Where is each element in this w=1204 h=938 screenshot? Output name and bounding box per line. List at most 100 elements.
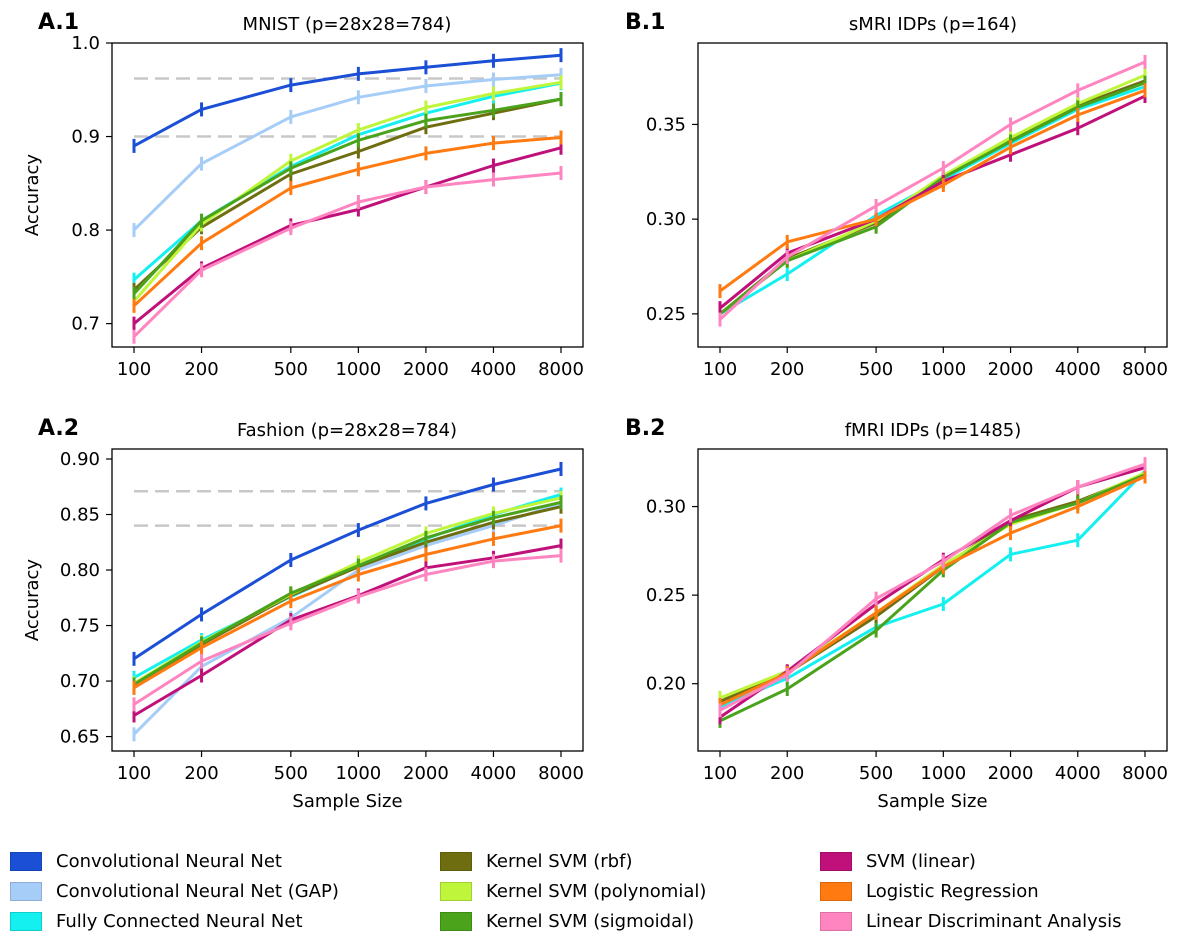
panel-a-1: A.1 MNIST (p=28x28=784) 100 200 500 1000 2000 4…	[22, 10, 584, 380]
series-line	[132, 171, 562, 338]
y-tick-label: 0.65	[60, 727, 100, 748]
x-tick-label: 2000	[988, 359, 1034, 380]
y-tick-label: 1.0	[71, 33, 100, 54]
series-line	[132, 136, 562, 307]
x-tick-label: 200	[184, 763, 218, 784]
x-axis-label: Sample Size	[292, 791, 402, 812]
x-tick-label: 2000	[988, 763, 1034, 784]
legend-label: Convolutional Neural Net (GAP)	[56, 880, 339, 902]
y-tick-label: 0.90	[60, 449, 100, 470]
x-tick-label: 100	[117, 763, 151, 784]
x-tick-label: 500	[859, 763, 893, 784]
series-line	[719, 81, 1146, 316]
x-tick-label: 500	[274, 763, 308, 784]
x-tick-label: 2000	[403, 763, 449, 784]
legend-label: Kernel SVM (polynomial)	[486, 880, 707, 902]
x-tick-label: 4000	[1055, 359, 1101, 380]
x-tick-label: 100	[703, 763, 737, 784]
panel-b-2: B.2 fMRI IDPs (p=1485) 100 200 500 1000 2000 40…	[625, 416, 1168, 812]
legend-item: Kernel SVM (polynomial)	[440, 878, 706, 904]
chart-title: MNIST (p=28x28=784)	[243, 14, 452, 35]
x-tick-label: 1000	[335, 763, 381, 784]
series-line	[132, 97, 562, 295]
chart-title: fMRI IDPs (p=1485)	[845, 420, 1022, 441]
x-tick-label: 8000	[538, 763, 584, 784]
x-tick-label: 200	[184, 359, 218, 380]
legend-item: Fully Connected Neural Net	[10, 908, 303, 934]
series-line	[132, 97, 562, 291]
figure-canvas: A.1 MNIST (p=28x28=784) 100 200 500 1000 2000 4…	[22, 10, 1168, 812]
y-tick-label: 0.8	[71, 220, 100, 241]
x-tick-label: 200	[770, 763, 804, 784]
x-tick-label: 4000	[471, 763, 517, 784]
x-tick-label: 1000	[920, 763, 966, 784]
plot-frame	[697, 448, 1168, 752]
legend-swatch	[10, 911, 42, 931]
legend-swatch	[440, 851, 472, 871]
x-tick-label: 200	[770, 359, 804, 380]
legend-swatch	[10, 851, 42, 871]
y-tick-label: 0.7	[71, 314, 100, 335]
legend-swatch	[10, 881, 42, 901]
chart-title: sMRI IDPs (p=164)	[849, 14, 1017, 35]
legend-item: Logistic Regression	[820, 878, 1039, 904]
x-tick-label: 500	[274, 359, 308, 380]
x-tick-label: 1000	[920, 359, 966, 380]
panel-label: B.1	[625, 10, 665, 35]
legend-item: Convolutional Neural Net	[10, 848, 282, 874]
series-line	[719, 73, 1146, 316]
legend-item: Kernel SVM (rbf)	[440, 848, 632, 874]
legend-label: Fully Connected Neural Net	[56, 910, 303, 932]
legend-item: Linear Discriminant Analysis	[820, 908, 1122, 934]
series-line	[719, 473, 1146, 723]
plot-frame	[111, 42, 584, 348]
legend-item: Kernel SVM (sigmoidal)	[440, 908, 694, 934]
panel-label: A.2	[38, 416, 79, 441]
y-tick-label: 0.70	[60, 671, 100, 692]
series-line	[719, 79, 1146, 316]
x-tick-label: 4000	[471, 359, 517, 380]
x-tick-label: 8000	[1122, 763, 1168, 784]
x-axis-label: Sample Size	[877, 791, 987, 812]
legend-label: Kernel SVM (rbf)	[486, 850, 633, 872]
chart-title: Fashion (p=28x28=784)	[237, 420, 457, 441]
plot-frame	[111, 448, 584, 752]
series-line	[133, 467, 562, 661]
series-line	[132, 80, 562, 303]
panel-label: B.2	[625, 416, 665, 441]
plot-frame	[697, 42, 1168, 348]
y-tick-label: 0.80	[60, 560, 100, 581]
legend-item: Convolutional Neural Net (GAP)	[10, 878, 339, 904]
series-line	[719, 473, 1146, 703]
legend-swatch	[820, 851, 852, 871]
y-tick-label: 0.20	[646, 674, 686, 695]
y-axis-label: Accuracy	[22, 559, 43, 642]
x-tick-label: 2000	[403, 359, 449, 380]
series-line	[719, 85, 1146, 316]
series-line	[133, 500, 562, 686]
panel-a-2: A.2 Fashion (p=28x28=784) 100 200 500 1000 200…	[22, 416, 584, 812]
x-tick-label: 4000	[1055, 763, 1101, 784]
y-tick-label: 0.35	[646, 114, 686, 135]
panel-label: A.1	[38, 10, 79, 35]
y-tick-label: 0.30	[646, 209, 686, 230]
legend-swatch	[820, 881, 852, 901]
y-tick-label: 0.9	[71, 127, 100, 148]
series-line	[133, 146, 562, 325]
y-tick-label: 0.30	[646, 497, 686, 518]
legend-label: Kernel SVM (sigmoidal)	[486, 910, 695, 932]
series-line	[719, 475, 1146, 707]
x-tick-label: 1000	[335, 359, 381, 380]
y-tick-label: 0.85	[60, 505, 100, 526]
panel-b-1: B.1 sMRI IDPs (p=164) 100 200 500 1000 2000 400…	[625, 10, 1168, 380]
legend-label: Convolutional Neural Net	[56, 850, 282, 872]
legend-swatch	[440, 911, 472, 931]
legend-label: Logistic Regression	[866, 880, 1039, 902]
y-tick-label: 0.25	[646, 304, 686, 325]
y-tick-label: 0.25	[646, 585, 686, 606]
x-tick-label: 500	[859, 359, 893, 380]
y-axis-label: Accuracy	[22, 154, 43, 237]
legend-swatch	[820, 911, 852, 931]
x-tick-label: 8000	[538, 359, 584, 380]
legend-item: SVM (linear)	[820, 848, 976, 874]
